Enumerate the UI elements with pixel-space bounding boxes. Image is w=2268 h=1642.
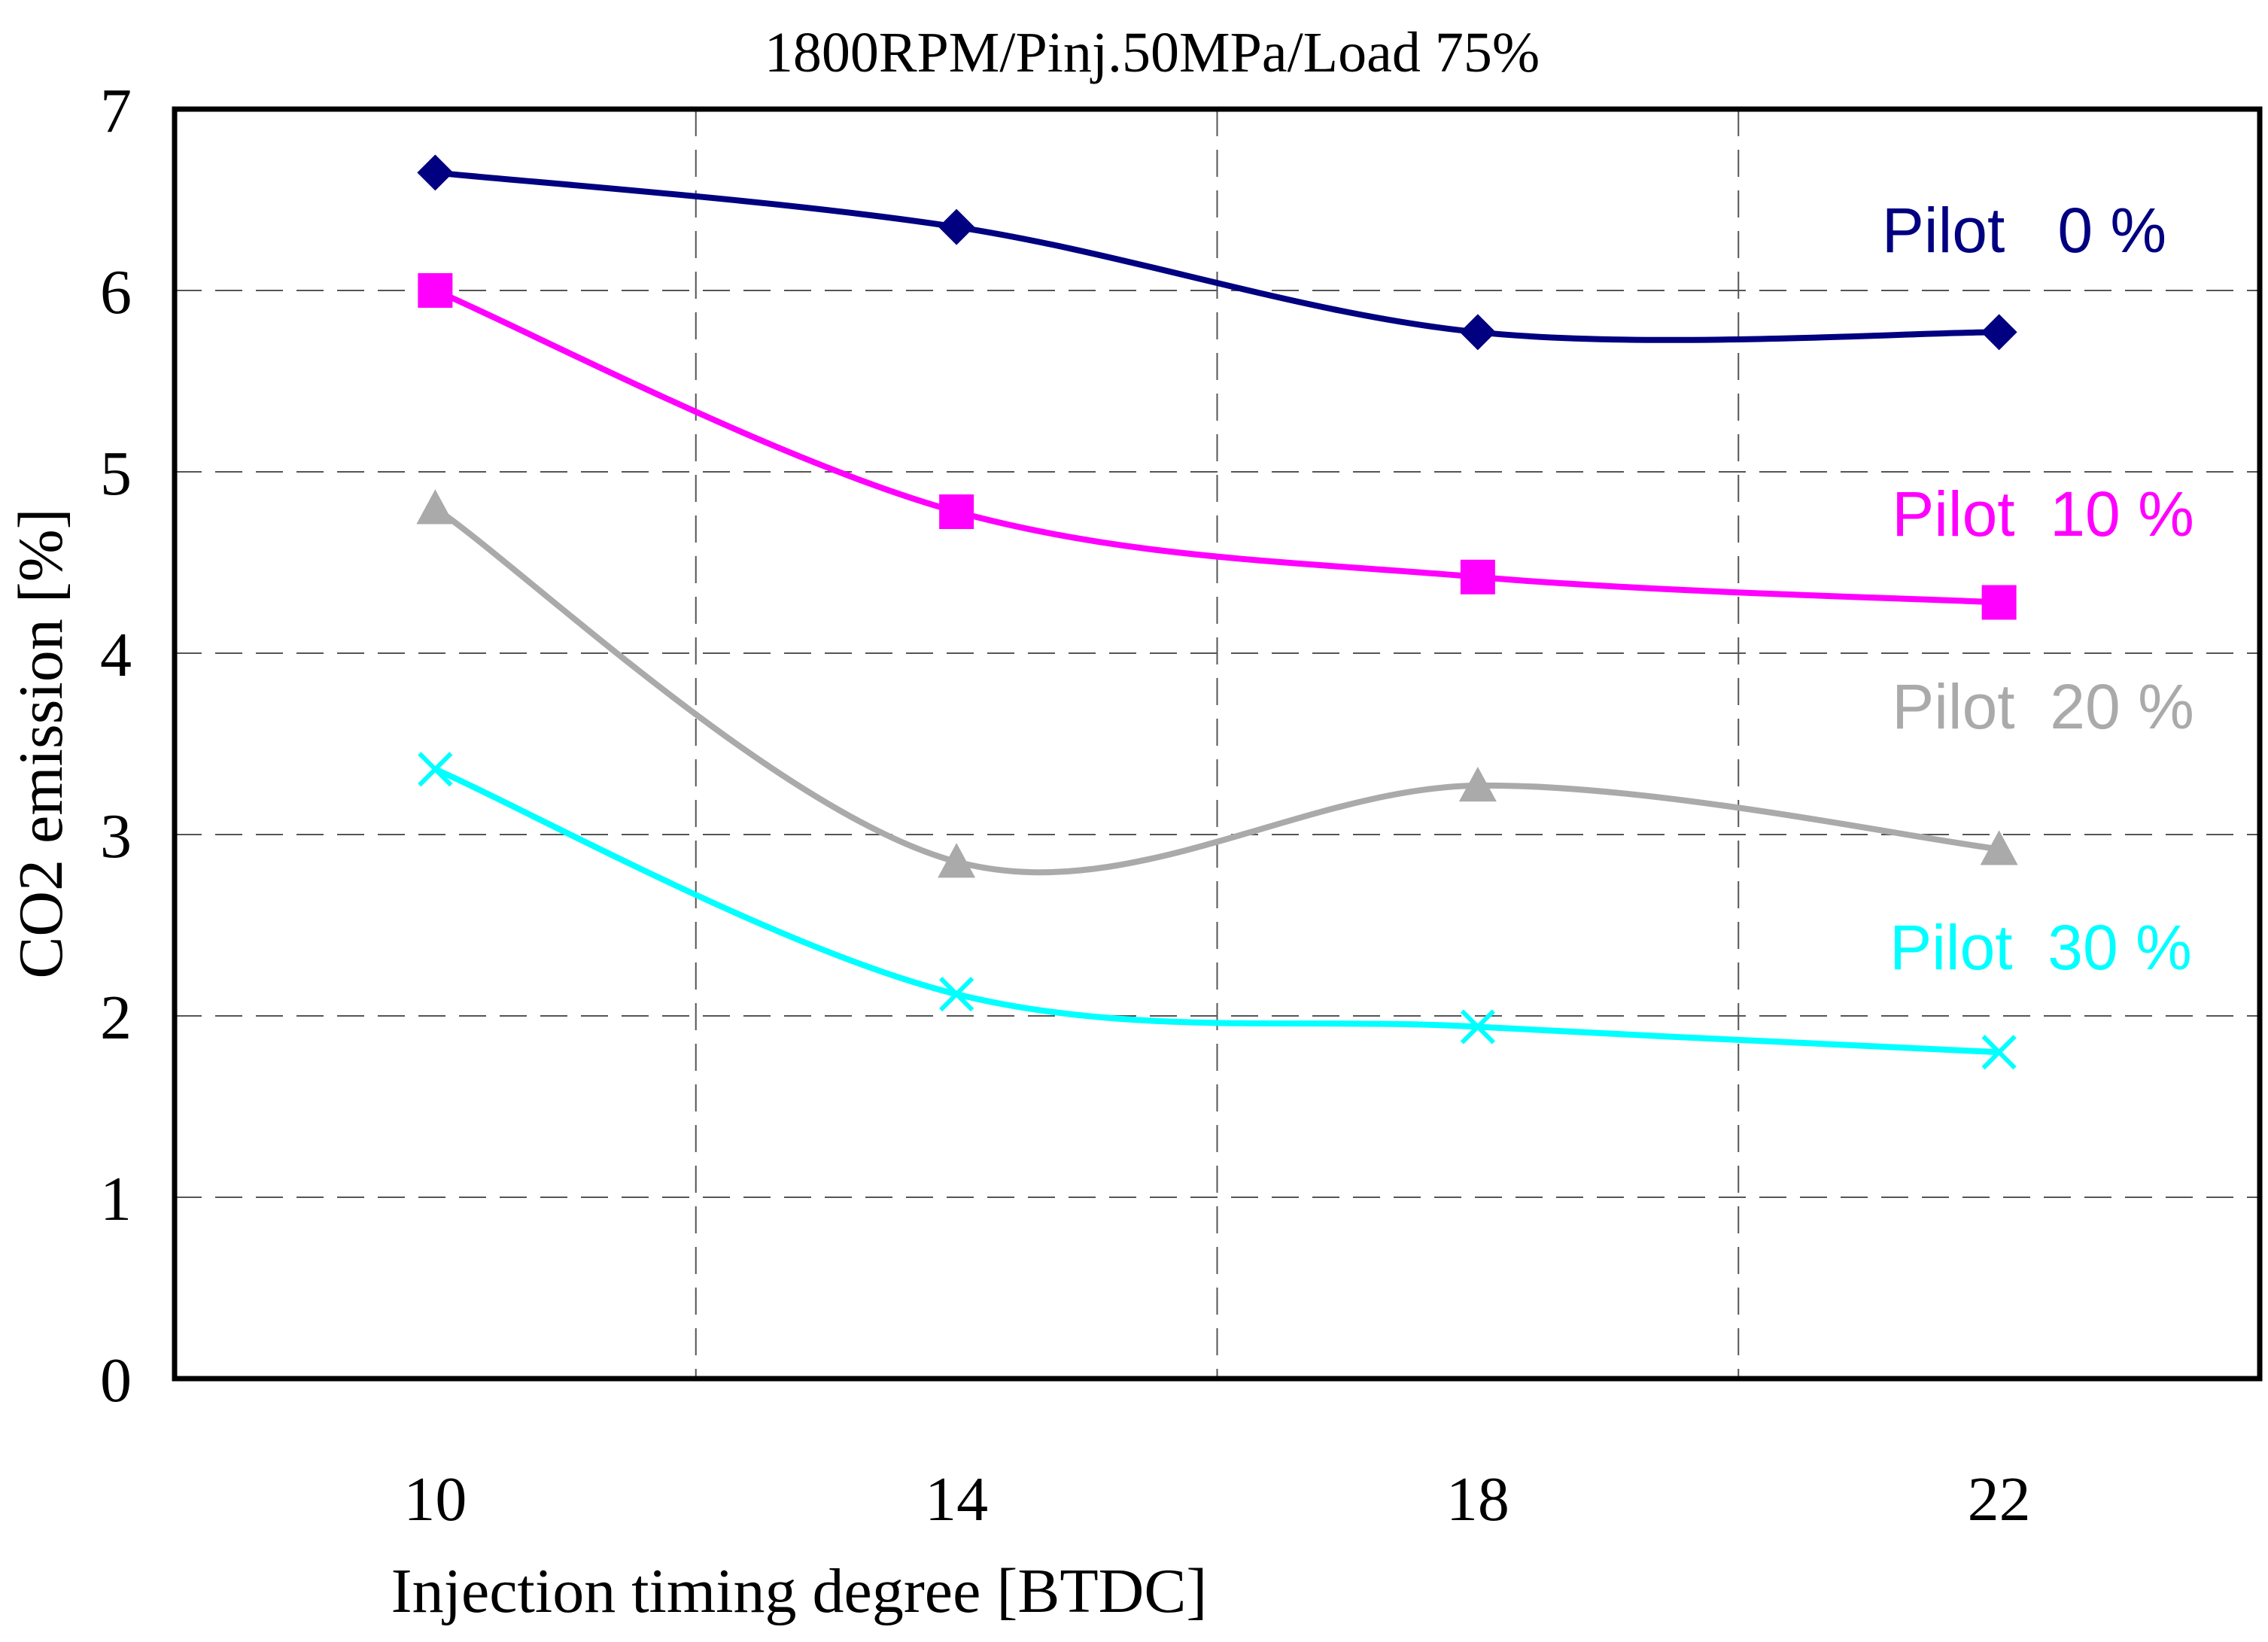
chart-title: 1800RPM/Pinj.50MPa/Load 75%: [765, 21, 1540, 84]
y-axis-ticks: 0 1 2 3 4 5 6 7: [100, 76, 132, 1415]
series-label-pilot-0: Pilot 0 %: [1882, 195, 2166, 266]
x-tick-label: 22: [1968, 1464, 2031, 1534]
data-point-pilot-0: [938, 208, 975, 245]
data-point-pilot-30: [1460, 1009, 1496, 1044]
series-labels: Pilot 0 % Pilot 10 % Pilot 20 % Pilot 30 %: [1882, 195, 2194, 983]
series-line-pilot-10: [433, 287, 1999, 606]
data-point-pilot-30: [1981, 1035, 2017, 1070]
grid-lines: [175, 109, 2260, 1379]
x-axis-ticks: 10 14 18 22: [403, 1464, 2030, 1534]
series-label-pilot-20: Pilot 20 %: [1892, 671, 2194, 742]
x-tick-label: 14: [925, 1464, 988, 1534]
y-axis-title: CO2 emission [%]: [6, 508, 76, 978]
y-tick-label: 2: [100, 983, 132, 1053]
data-point-pilot-0: [1981, 314, 2017, 351]
data-point-pilot-20: [1458, 766, 1497, 802]
data-point-pilot-10: [1981, 585, 2017, 620]
x-tick-label: 10: [403, 1464, 467, 1534]
data-point-pilot-0: [1459, 314, 1496, 351]
series-line-pilot-30: [433, 766, 1999, 1056]
y-tick-label: 1: [100, 1164, 132, 1234]
series-markers: [416, 154, 2018, 1070]
data-point-pilot-0: [417, 154, 454, 191]
y-tick-label: 5: [100, 439, 132, 509]
x-axis-title: Injection timing degree [BTDC]: [391, 1556, 1208, 1626]
y-tick-label: 0: [100, 1346, 132, 1415]
data-point-pilot-10: [1460, 559, 1495, 594]
data-point-pilot-10: [418, 273, 453, 308]
data-point-pilot-20: [416, 489, 455, 525]
series-lines: [433, 169, 2000, 1056]
x-tick-label: 18: [1446, 1464, 1509, 1534]
y-tick-label: 7: [100, 76, 132, 146]
series-line-pilot-20: [433, 505, 2000, 876]
data-point-pilot-20: [1980, 830, 2018, 865]
data-point-pilot-30: [939, 976, 974, 1012]
series-line-pilot-0: [434, 169, 1999, 343]
series-label-pilot-10: Pilot 10 %: [1892, 479, 2194, 549]
data-point-pilot-20: [938, 843, 976, 878]
y-tick-label: 4: [100, 620, 132, 690]
plot-frame: [172, 106, 2263, 1382]
series-label-pilot-30: Pilot 30 %: [1889, 912, 2192, 983]
data-point-pilot-30: [418, 752, 453, 787]
data-point-pilot-10: [939, 494, 974, 530]
y-tick-label: 6: [100, 257, 132, 327]
y-tick-label: 3: [100, 801, 132, 871]
